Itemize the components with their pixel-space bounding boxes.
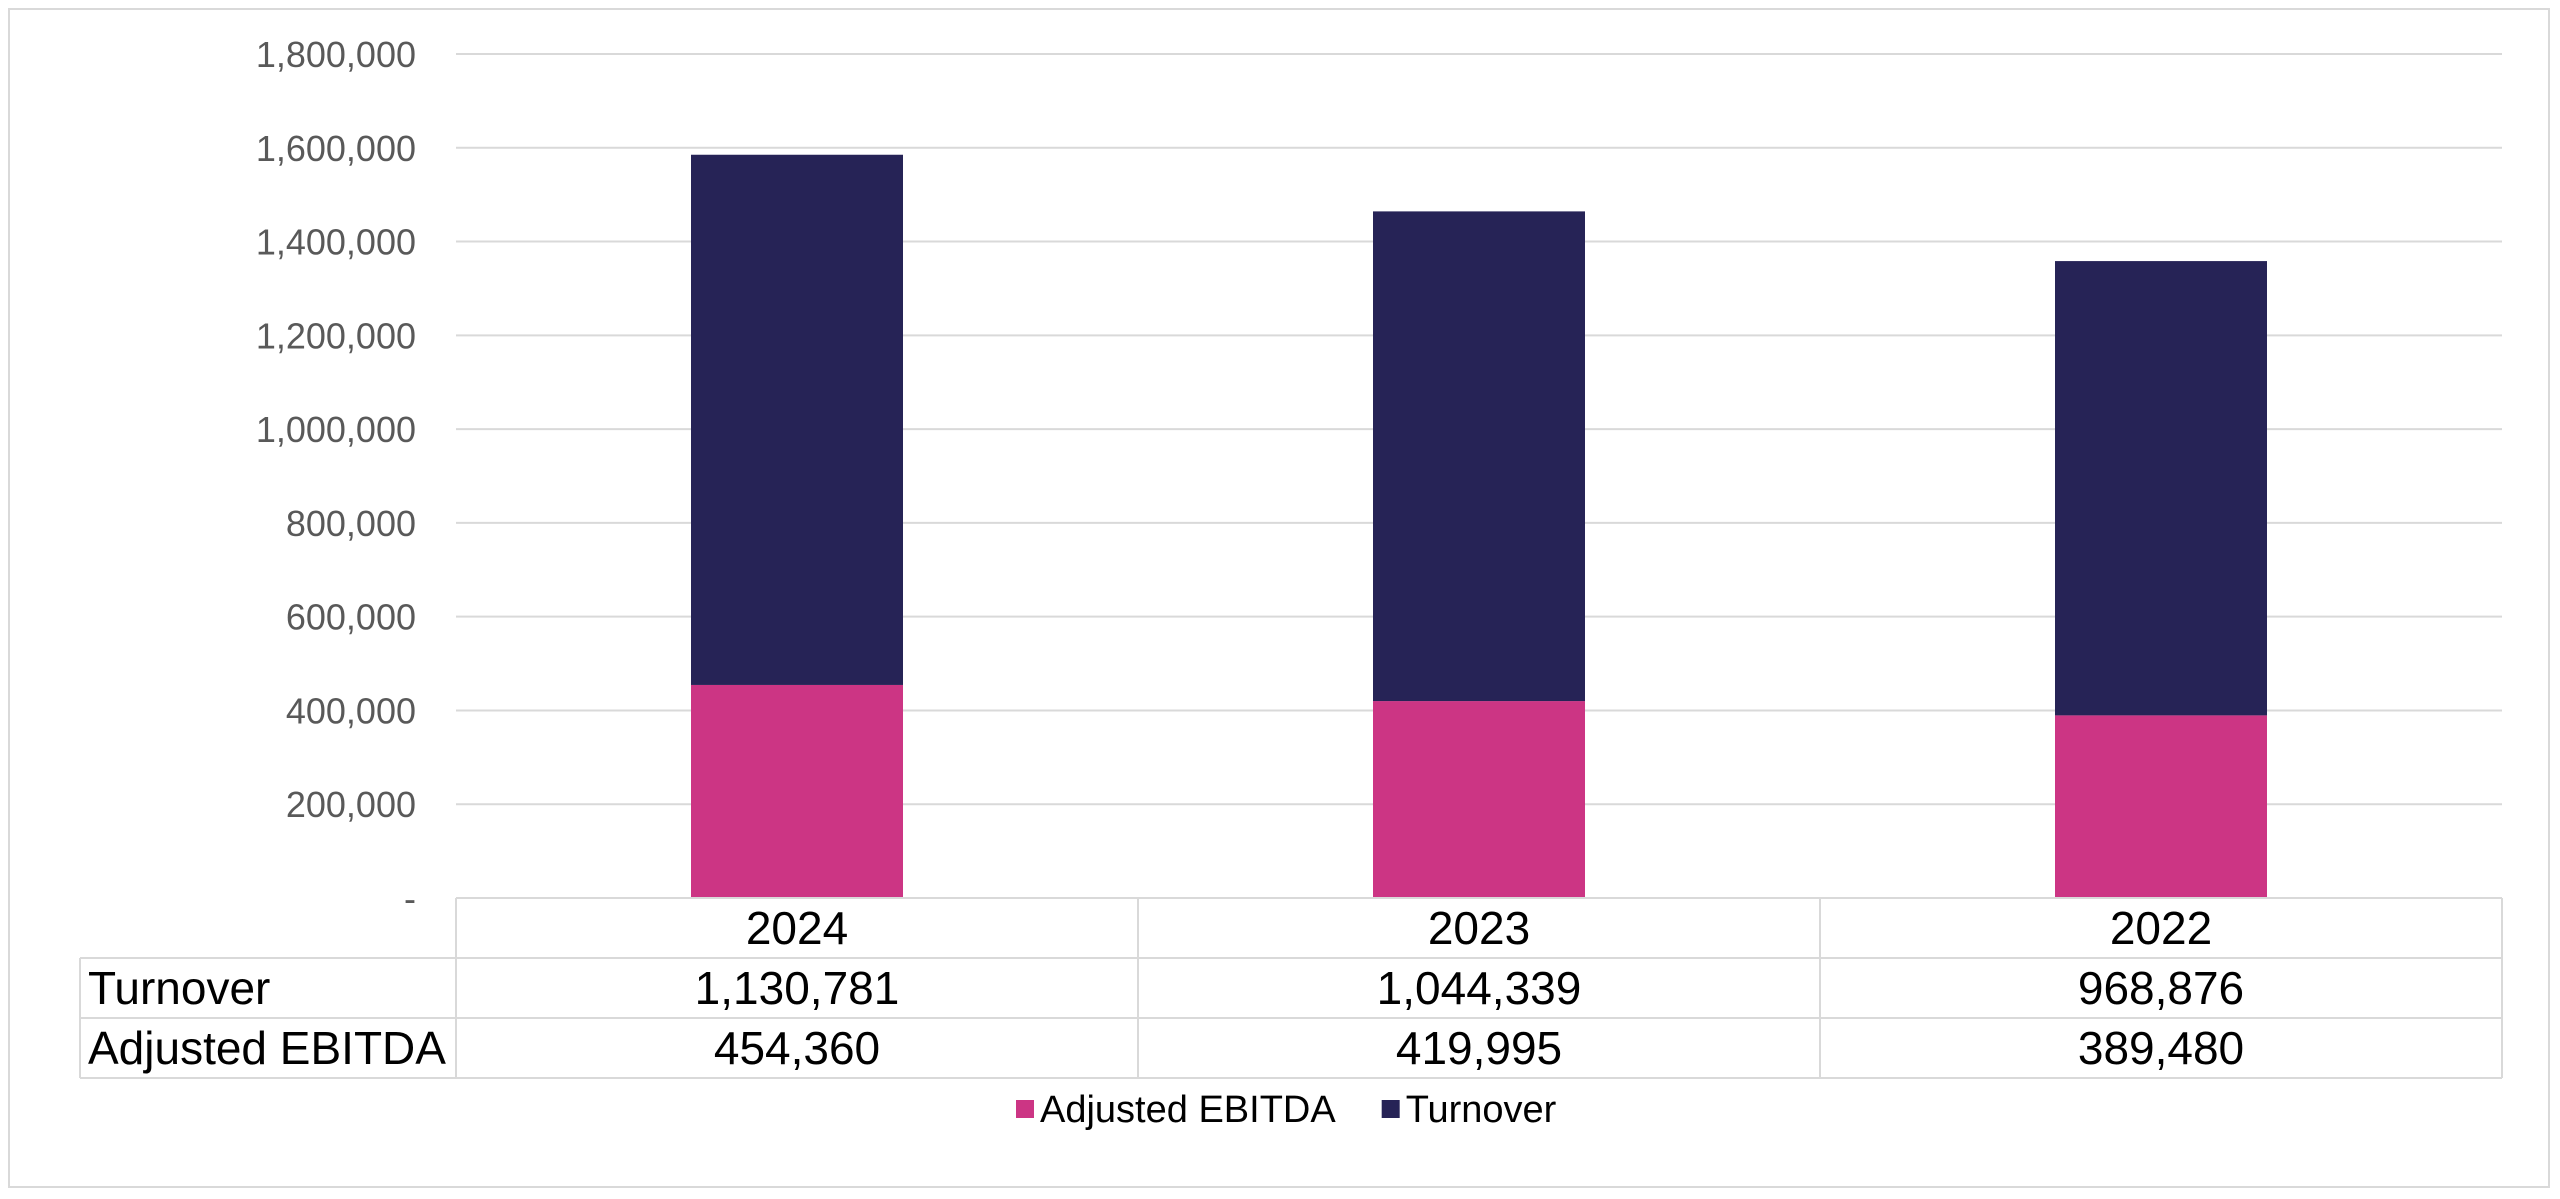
table-row-label: Adjusted EBITDA xyxy=(88,1022,446,1074)
legend-label: Adjusted EBITDA xyxy=(1040,1089,1336,1131)
category-label: 2023 xyxy=(1428,902,1530,954)
bar-adjusted-ebitda-2022 xyxy=(2055,715,2267,898)
y-tick-label: 1,000,000 xyxy=(256,409,416,450)
legend-swatch-adjusted-ebitda xyxy=(1016,1100,1034,1118)
table-cell-value: 968,876 xyxy=(2078,962,2244,1014)
legend-label: Turnover xyxy=(1406,1089,1557,1131)
category-label: 2022 xyxy=(2110,902,2212,954)
y-tick-label: 600,000 xyxy=(286,597,416,638)
bar-turnover-2024 xyxy=(691,154,903,685)
bar-turnover-2023 xyxy=(1373,211,1585,702)
y-tick-label: 1,200,000 xyxy=(256,315,416,356)
y-tick-label: 400,000 xyxy=(286,690,416,731)
bar-turnover-2022 xyxy=(2055,261,2267,716)
table-cell-value: 419,995 xyxy=(1396,1022,1562,1074)
y-tick-label: 800,000 xyxy=(286,503,416,544)
table-cell-value: 1,130,781 xyxy=(695,962,900,1014)
y-tick-label: 200,000 xyxy=(286,784,416,825)
y-tick-label: 1,800,000 xyxy=(256,34,416,75)
table-cell-value: 389,480 xyxy=(2078,1022,2244,1074)
y-tick-label: - xyxy=(404,878,416,919)
y-tick-label: 1,600,000 xyxy=(256,128,416,169)
legend-swatch-turnover xyxy=(1381,1100,1400,1118)
bar-adjusted-ebitda-2023 xyxy=(1373,701,1585,898)
table-cell-value: 1,044,339 xyxy=(1377,962,1582,1014)
bar-adjusted-ebitda-2024 xyxy=(691,684,903,898)
table-cell-value: 454,360 xyxy=(714,1022,880,1074)
category-label: 2024 xyxy=(746,902,848,954)
chart-frame xyxy=(8,8,2550,1188)
y-tick-label: 1,400,000 xyxy=(256,222,416,263)
table-row-label: Turnover xyxy=(88,962,270,1014)
